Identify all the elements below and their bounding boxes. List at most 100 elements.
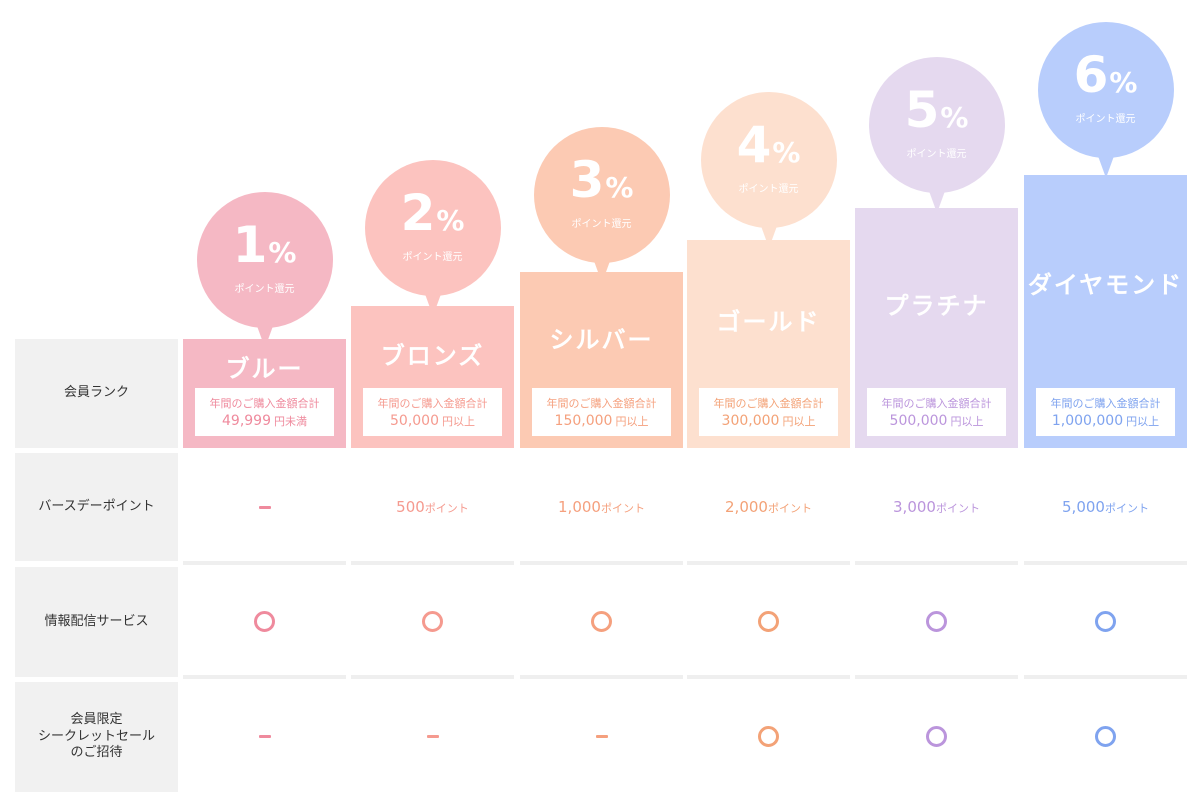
birthday-cell: 500ポイント	[351, 453, 514, 565]
purchase-box: 年間のご購入金額合計 150,000 円以上	[532, 388, 671, 436]
circle-mark	[422, 610, 443, 632]
info-cell	[351, 567, 514, 679]
birthday-cell: 1,000ポイント	[520, 453, 683, 565]
purchase-box: 年間のご購入金額合計 1,000,000 円以上	[1036, 388, 1175, 436]
sale-cell	[183, 682, 346, 790]
tier-header: シルバー年間のご購入金額合計 150,000 円以上	[520, 272, 683, 448]
tier-column: 2% ポイント還元 ブロンズ 年間のご購入金額合計 50,000 円以上 500ポイント	[351, 0, 514, 804]
row-label-rank-text: 会員ランク	[63, 385, 129, 401]
rebate-percent-symbol: %	[1109, 66, 1138, 99]
purchase-label: 年間のご購入金額合計	[546, 397, 657, 410]
purchase-unit: 円以上	[782, 415, 816, 428]
dash-mark	[595, 734, 608, 738]
rebate-bubble: 6% ポイント還元	[1037, 22, 1174, 178]
purchase-label: 年間のご購入金額合計	[881, 397, 992, 410]
bubble-tail	[928, 191, 945, 213]
circle-mark	[1095, 610, 1116, 632]
sale-cell	[855, 682, 1018, 790]
tier-column: 4% ポイント還元 ゴールド 年間のご購入金額合計 300,000 円以上 2,000ポイン…	[687, 0, 850, 804]
tier-header: ゴールド年間のご購入金額合計 300,000 円以上	[687, 240, 850, 448]
info-cell	[520, 567, 683, 679]
purchase-amount: 150,000	[554, 413, 613, 429]
row-label-birthday: バースデーポイント	[15, 453, 178, 561]
purchase-box: 年間のご購入金額合計 49,999 円未満	[195, 388, 334, 436]
circle-mark	[758, 610, 779, 632]
birthday-points-unit: ポイント	[600, 502, 645, 515]
info-cell	[687, 567, 850, 679]
purchase-amount: 300,000	[721, 413, 780, 429]
rebate-sub-label: ポイント還元	[1075, 114, 1136, 125]
tier-column: 1% ポイント還元ブルー年間のご購入金額合計 49,999 円未満	[183, 0, 346, 804]
tier-name: ゴールド	[716, 308, 821, 336]
rebate-percent-number: 1	[232, 216, 268, 274]
rebate-sub-label: ポイント還元	[571, 219, 632, 230]
rebate-percent-symbol: %	[268, 236, 297, 269]
circle-mark	[926, 610, 947, 632]
rebate-percent: 2%	[365, 188, 501, 238]
sale-cell	[687, 682, 850, 790]
rebate-percent-number: 2	[400, 184, 436, 242]
circle-mark	[758, 725, 779, 747]
tier-name: ダイヤモンド	[1027, 271, 1184, 299]
rebate-percent-number: 3	[569, 151, 605, 209]
rebate-percent-symbol: %	[940, 101, 969, 134]
birthday-points-unit: ポイント	[935, 502, 980, 515]
purchase-value: 1,000,000 円以上	[1036, 413, 1175, 429]
purchase-label: 年間のご購入金額合計	[209, 397, 320, 410]
circle-mark	[591, 610, 612, 632]
rebate-percent-number: 5	[904, 81, 940, 139]
birthday-cell: 5,000ポイント	[1024, 453, 1187, 565]
rebate-percent-number: 4	[736, 116, 772, 174]
rebate-percent-symbol: %	[605, 171, 634, 204]
dash-mark	[258, 734, 271, 738]
info-cell	[855, 567, 1018, 679]
tier-header: ブロンズ 年間のご購入金額合計 50,000 円以上	[351, 306, 514, 448]
tier-column: 6% ポイント還元 ダイヤモンド 年間のご購入金額合計 1,000,000 円以上 5,00…	[1024, 0, 1187, 804]
rebate-sub-label: ポイント還元	[234, 284, 295, 295]
rebate-percent: 5%	[869, 85, 1005, 135]
tier-header: ダイヤモンド年間のご購入金額合計 1,000,000 円以上	[1024, 175, 1187, 448]
bubble-tail	[1097, 156, 1114, 178]
birthday-points: 500ポイント	[396, 498, 469, 516]
purchase-unit: 円未満	[274, 415, 307, 428]
birthday-cell	[183, 453, 346, 565]
sale-cell	[520, 682, 683, 790]
birthday-points: 3,000ポイント	[893, 498, 980, 516]
purchase-amount: 1,000,000	[1051, 413, 1124, 429]
rebate-sub-label: ポイント還元	[906, 149, 967, 160]
row-label-info: 情報配信サービス	[15, 567, 178, 677]
row-label-rank: 会員ランク	[15, 339, 178, 448]
row-label-sale-text: 会員限定 シークレットセール のご招待	[37, 711, 155, 761]
rebate-percent: 3%	[534, 155, 670, 205]
purchase-value: 150,000 円以上	[532, 413, 671, 429]
birthday-points-unit: ポイント	[1104, 502, 1149, 515]
circle-mark	[1095, 725, 1116, 747]
purchase-amount: 50,000	[390, 413, 439, 429]
purchase-label: 年間のご購入金額合計	[377, 397, 488, 410]
birthday-points-value: 2,000	[725, 498, 768, 516]
rebate-sub-label: ポイント還元	[738, 184, 799, 195]
sale-cell	[351, 682, 514, 790]
tier-name: ブロンズ	[380, 342, 485, 370]
tier-name: シルバー	[549, 326, 654, 354]
info-cell	[1024, 567, 1187, 679]
birthday-points-unit: ポイント	[767, 502, 812, 515]
rebate-bubble: 5% ポイント還元	[868, 57, 1005, 213]
rebate-sub-label: ポイント還元	[402, 252, 463, 263]
birthday-points-value: 3,000	[893, 498, 936, 516]
info-cell	[183, 567, 346, 679]
purchase-value: 300,000 円以上	[699, 413, 838, 429]
purchase-label: 年間のご購入金額合計	[713, 397, 824, 410]
purchase-value: 49,999 円未満	[195, 413, 334, 429]
birthday-points-value: 1,000	[558, 498, 601, 516]
rebate-bubble: 3% ポイント還元	[533, 127, 670, 283]
rebate-percent: 6%	[1038, 50, 1174, 100]
tier-name: プラチナ	[884, 292, 989, 320]
tier-name: ブルー	[225, 355, 304, 383]
purchase-amount: 500,000	[889, 413, 948, 429]
tier-header: ブルー年間のご購入金額合計 49,999 円未満	[183, 339, 346, 448]
tier-header: プラチナ 年間のご購入金額合計 500,000 円以上	[855, 208, 1018, 448]
row-label-birthday-text: バースデーポイント	[38, 498, 155, 514]
circle-mark	[926, 725, 947, 747]
purchase-unit: 円以上	[1126, 415, 1160, 428]
